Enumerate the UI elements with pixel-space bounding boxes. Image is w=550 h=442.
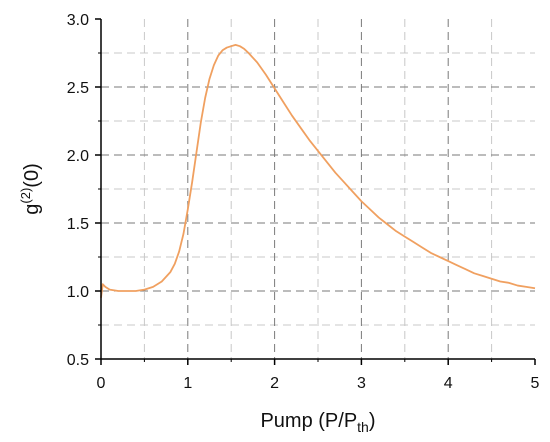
grid-layer xyxy=(101,19,535,359)
y-axis-title: g(2)(0) xyxy=(18,163,43,214)
x-tick-label: 0 xyxy=(97,375,106,392)
axes-layer xyxy=(95,18,536,365)
y-tick-label: 3.0 xyxy=(67,12,89,29)
labels-layer: 0 1 2 3 4 5 0.5 1.0 1.5 2.0 2.5 3.0 Pump (P/Pth) g(2)… xyxy=(18,12,540,435)
series-layer xyxy=(100,43,536,298)
y-tick-label: 2.5 xyxy=(67,80,89,97)
series-line-0 xyxy=(100,43,536,298)
y-tick-label: 0.5 xyxy=(67,352,89,369)
y-tick-label: 2.0 xyxy=(67,148,89,165)
x-tick-label: 4 xyxy=(444,375,453,392)
y-tick-label: 1.5 xyxy=(67,216,89,233)
x-tick-label: 3 xyxy=(357,375,366,392)
x-tick-label: 2 xyxy=(270,375,279,392)
y-tick-label: 1.0 xyxy=(67,284,89,301)
x-tick-label: 1 xyxy=(183,375,192,392)
x-axis-title: Pump (P/Pth) xyxy=(260,410,375,435)
x-tick-label: 5 xyxy=(531,375,540,392)
